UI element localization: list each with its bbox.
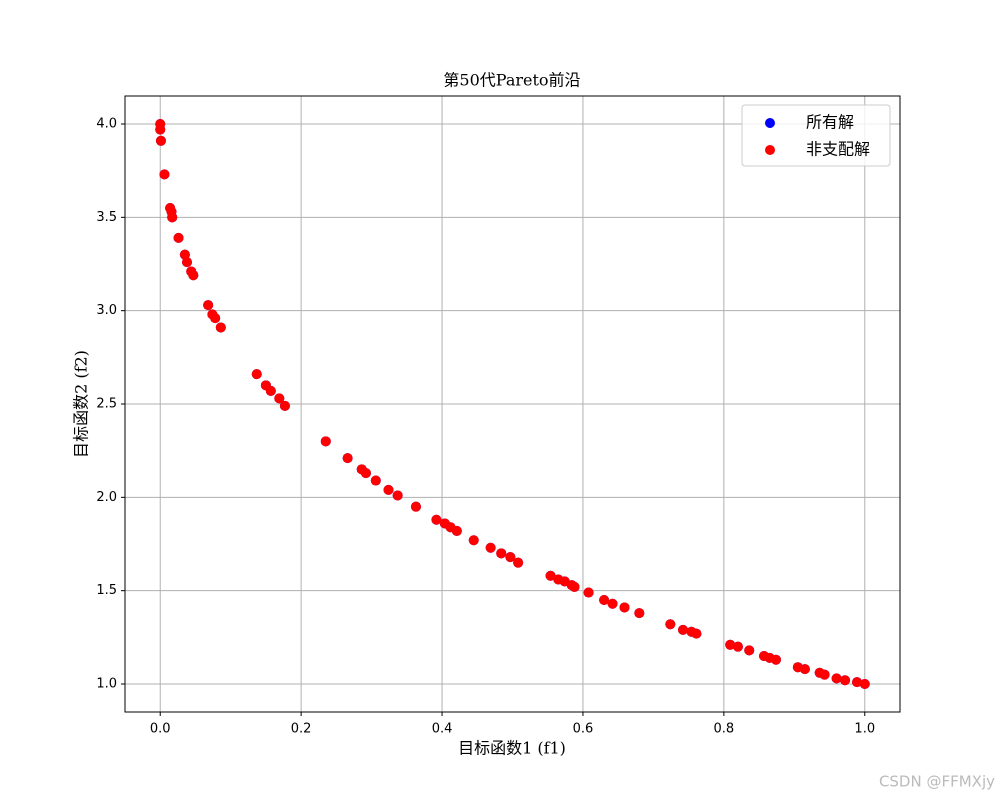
point — [383, 484, 394, 495]
point — [634, 608, 645, 619]
point — [155, 124, 166, 135]
y-tick-label: 3.0 — [96, 303, 117, 318]
point — [468, 535, 479, 546]
point — [431, 514, 442, 525]
point — [840, 675, 851, 686]
point — [215, 322, 226, 333]
point — [583, 587, 594, 598]
point — [167, 212, 178, 223]
point — [691, 628, 702, 639]
legend-box — [741, 104, 891, 167]
point — [819, 669, 830, 680]
point — [173, 232, 184, 243]
point — [569, 581, 580, 592]
point — [410, 501, 421, 512]
y-tick-label: 3.5 — [96, 210, 117, 225]
point — [279, 400, 290, 411]
point — [513, 557, 524, 568]
point — [155, 135, 166, 146]
point — [485, 542, 496, 553]
x-tick-label: 0.6 — [573, 722, 594, 737]
legend-marker — [765, 145, 775, 155]
x-tick-label: 1.0 — [854, 722, 875, 737]
point — [619, 602, 630, 613]
point — [451, 525, 462, 536]
watermark: CSDN @FFMXjy — [879, 773, 995, 791]
point — [545, 570, 556, 581]
point — [265, 385, 276, 396]
legend-marker — [765, 118, 775, 128]
point — [496, 548, 507, 559]
chart-title: 第50代Pareto前沿 — [443, 71, 580, 90]
y-axis-label: 目标函数2 (f2) — [72, 350, 91, 458]
x-tick-label: 0.8 — [714, 722, 735, 737]
point — [251, 369, 262, 380]
y-tick-label: 4.0 — [96, 117, 117, 132]
point — [771, 654, 781, 665]
point — [831, 673, 842, 684]
point — [370, 475, 381, 486]
point — [159, 169, 170, 180]
point — [188, 270, 199, 281]
point — [505, 552, 516, 563]
point — [607, 598, 618, 609]
point — [320, 436, 331, 447]
x-tick-label: 0.4 — [432, 722, 453, 737]
y-tick-label: 2.5 — [96, 397, 117, 412]
point — [203, 300, 214, 311]
point — [725, 639, 736, 650]
point — [274, 393, 285, 404]
point — [744, 645, 755, 656]
y-tick-label: 1.5 — [96, 583, 117, 598]
y-tick-label: 2.0 — [96, 490, 117, 505]
legend-label: 所有解 — [806, 113, 854, 132]
point — [678, 624, 688, 635]
point — [665, 619, 676, 630]
point — [732, 641, 743, 652]
point — [360, 468, 371, 479]
point — [799, 664, 810, 675]
point — [210, 313, 221, 324]
point — [859, 679, 870, 689]
plot-frame — [124, 95, 901, 713]
point — [182, 257, 192, 268]
point — [599, 595, 610, 605]
x-axis-label: 目标函数1 (f1) — [458, 739, 566, 758]
point — [342, 453, 353, 464]
x-tick-label: 0.0 — [150, 722, 171, 737]
y-tick-label: 1.0 — [96, 677, 117, 692]
point — [852, 677, 863, 688]
point — [392, 490, 403, 501]
legend-label: 非支配解 — [806, 140, 870, 159]
x-tick-label: 0.2 — [291, 722, 312, 737]
